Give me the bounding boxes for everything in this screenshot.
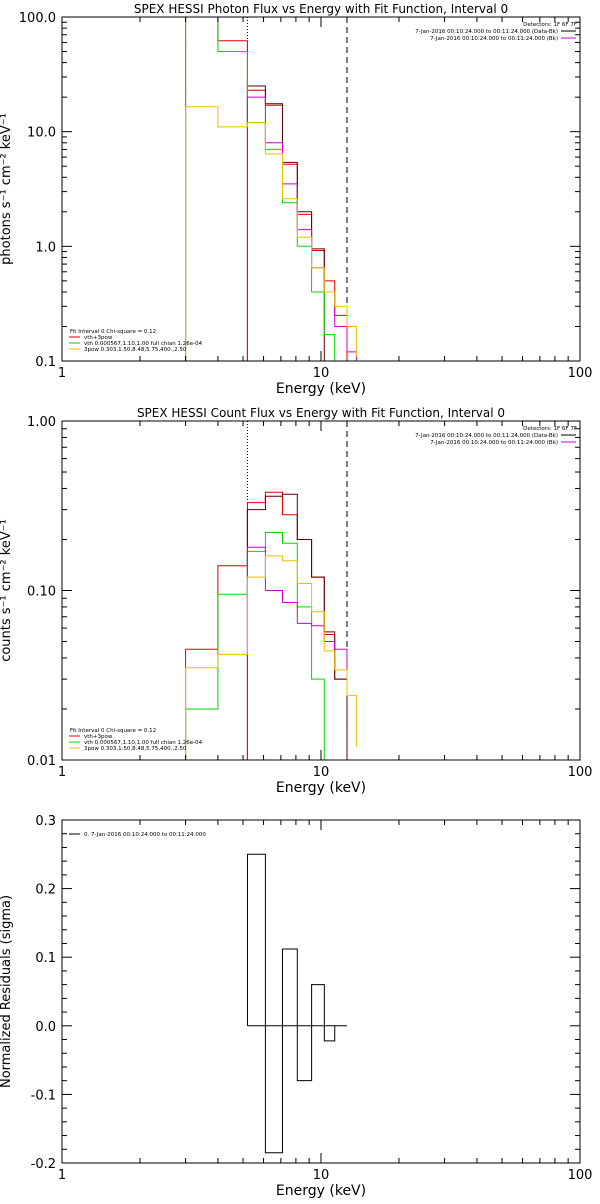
x-axis-label: Energy (keV) [276,1183,366,1199]
legend-entry-left: 3pow 0.303,1.50,8.48,5.75,400.,2.50 [84,746,187,752]
legend-entry-left: vth+3pow [84,335,113,341]
legend-entry-right: 7-Jan-2016 00:10:24.000 to 00:11:24.000 … [430,440,558,446]
chart-title: SPEX HESSI Photon Flux vs Energy with Fi… [134,2,508,16]
y-tick-label: 0.3 [35,814,56,829]
series-line-5 [185,555,357,760]
x-tick-label: 10 [313,1168,330,1183]
y-tick-label: 1.00 [27,415,56,430]
series-line-1 [185,17,348,361]
y-tick-label: 0.1 [35,355,56,370]
series-line-1 [185,491,348,760]
plot-frame [61,16,581,362]
legend-entry-left: Fit Interval 0 Chi-square = 0.12 [70,728,156,734]
y-tick-label: 0.10 [27,585,56,600]
series-line-2 [246,493,348,760]
legend-entry-left: 0. 7-Jan-2016 00:10:24.000 to 00:11:24.0… [84,832,206,838]
y-tick-label: 0.2 [35,883,56,898]
y-tick-label: 0.1 [35,951,56,966]
x-axis-label: Energy (keV) [276,381,366,397]
series-line-4 [246,96,357,361]
x-tick-label: 100 [568,1168,593,1183]
y-axis-label: photons s⁻¹ cm⁻² keV⁻¹ [0,113,14,265]
y-axis-label: Normalized Residuals (sigma) [0,895,14,1088]
y-tick-label: 0.0 [35,1020,56,1035]
legend-entry-right: Detectors: 1F 6F 7F [523,22,577,28]
legend-entry-right: 7-Jan-2016 00:10:24.000 to 00:11:24.000 … [415,29,558,35]
x-tick-label: 100 [568,765,593,780]
legend-entry-left: Fit Interval 0 Chi-square = 0.12 [70,329,156,335]
x-tick-label: 10 [313,765,330,780]
x-tick-label: 1 [58,1168,66,1183]
plot-frame [61,420,581,761]
series-line-1 [246,853,347,1154]
legend-entry-right: 7-Jan-2016 00:10:24.000 to 00:11:24.000 … [415,433,558,439]
legend-entry-left: vth 0.000567,1.10,1.00 full chian 1.26e-… [84,341,203,347]
y-tick-label: 100.0 [19,11,56,26]
chart-panel-3: 1 10 100 -0.2 -0.1 0.0 0.1 0.2 0.3 Energy (keV) No… [0,814,592,1199]
series-line-2 [246,85,325,361]
chart-panel-2: SPEX HESSI Count Flux vs Energy with Fit… [0,406,592,796]
legend-entry-left: vth+3pow [84,734,113,740]
x-tick-label: 10 [313,366,330,381]
legend-entry-left: vth 0.000567,1.10,1.00 full chian 1.26e-… [84,740,203,746]
chart-title: SPEX HESSI Count Flux vs Energy with Fit… [137,406,505,420]
y-tick-label: 0.01 [27,754,56,769]
y-tick-label: -0.1 [31,1088,56,1103]
x-axis-label: Energy (keV) [276,780,366,796]
y-axis-label: counts s⁻¹ cm⁻² keV⁻¹ [0,519,14,662]
series-line-3 [185,17,336,361]
series-group [185,491,357,760]
x-tick-label: 100 [568,366,593,381]
series-line-3 [185,532,336,760]
y-tick-label: 10.0 [27,126,56,141]
legend-entry-right: 7-Jan-2016 00:10:24.000 to 00:11:24.000 … [430,36,558,42]
legend-entry-left: 3pow 0.303,1.50,8.48,5.75,400.,2.50 [84,347,187,353]
chart-panel-1: SPEX HESSI Photon Flux vs Energy with Fi… [0,2,592,397]
y-tick-label: -0.2 [31,1157,56,1172]
series-group [185,17,357,361]
plot-frame [61,819,581,1164]
series-line-5 [185,106,357,361]
y-tick-label: 1.0 [35,240,56,255]
x-tick-label: 1 [58,366,66,381]
x-tick-label: 1 [58,765,66,780]
series-group [246,853,347,1154]
legend-entry-right: Detectors: 1F 6F 7F [523,426,577,432]
